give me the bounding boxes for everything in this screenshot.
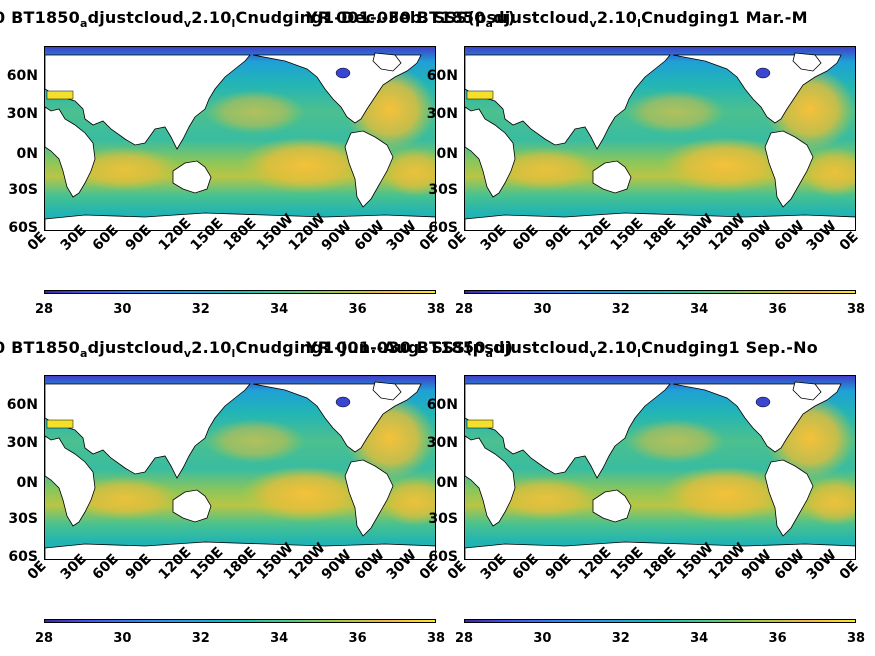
colorbar-tick-label: 36 (768, 302, 787, 317)
lat-tick-label: 0N (436, 146, 458, 162)
lat-tick-label: 60S (8, 549, 38, 565)
colorbar-tick-label: 38 (426, 302, 446, 317)
colorbar (44, 619, 436, 623)
lat-tick-label: 60S (8, 220, 38, 236)
colorbar-tick-label: 28 (454, 302, 474, 317)
lat-tick-label: 60S (428, 220, 458, 236)
lat-tick-label: 30N (6, 435, 38, 451)
colorbar-tick-label: 30 (533, 302, 552, 317)
lon-tick-label: 0E (836, 229, 862, 254)
colorbar-tick-label: 32 (611, 302, 630, 317)
lon-tick-label: 0E (836, 558, 862, 583)
panel-title-2: YR 001-030 BT1850adjustcloudv2.10lCnudgi… (306, 8, 808, 31)
lat-tick-label: 0N (436, 475, 458, 491)
colorbar-tick-label: 36 (348, 631, 367, 646)
lat-tick-label: 60N (6, 397, 38, 413)
lat-tick-label: 60S (428, 549, 458, 565)
lat-tick-label: 60N (426, 397, 458, 413)
colorbar-tick-label: 38 (426, 631, 446, 646)
panel-title-1: 0 BT1850adjustcloudv2.10lCnudging1-Dec.-… (0, 8, 516, 31)
colorbar-tick-label: 32 (191, 631, 210, 646)
lat-tick-label: 60N (426, 68, 458, 84)
colorbar-tick-label: 34 (270, 302, 289, 317)
colorbar-tick-label: 30 (113, 631, 132, 646)
colorbar (44, 290, 436, 294)
colorbar-tick-label: 28 (34, 302, 54, 317)
colorbar-tick-label: 34 (690, 631, 709, 646)
lat-tick-label: 30N (426, 106, 458, 122)
lat-tick-label: 30S (8, 182, 38, 198)
colorbar-tick-label: 30 (533, 631, 552, 646)
colorbar-tick-label: 38 (846, 631, 866, 646)
map-area-1 (44, 46, 436, 231)
lat-tick-label: 0N (16, 146, 38, 162)
colorbar-tick-label: 36 (348, 302, 367, 317)
colorbar-tick-label: 28 (454, 631, 474, 646)
colorbar-tick-label: 34 (270, 631, 289, 646)
colorbar (464, 290, 856, 294)
lat-tick-label: 30N (6, 106, 38, 122)
map-area-4 (464, 375, 856, 560)
colorbar-tick-label: 36 (768, 631, 787, 646)
lat-tick-label: 30S (428, 511, 458, 527)
colorbar-tick-label: 32 (191, 302, 210, 317)
map-area-2 (464, 46, 856, 231)
colorbar-tick-label: 28 (34, 631, 54, 646)
panel-title-4: YR 001-030 BT1850adjustcloudv2.10lCnudgi… (306, 338, 818, 361)
map-area-3 (44, 375, 436, 560)
lat-tick-label: 30S (8, 511, 38, 527)
colorbar (464, 619, 856, 623)
lat-tick-label: 30S (428, 182, 458, 198)
lat-tick-label: 30N (426, 435, 458, 451)
panel-title-3: 0 BT1850adjustcloudv2.10lCnudging1-Jun.-… (0, 338, 514, 361)
lat-tick-label: 0N (16, 475, 38, 491)
colorbar-tick-label: 34 (690, 302, 709, 317)
colorbar-tick-label: 30 (113, 302, 132, 317)
colorbar-tick-label: 32 (611, 631, 630, 646)
colorbar-tick-label: 38 (846, 302, 866, 317)
lat-tick-label: 60N (6, 68, 38, 84)
